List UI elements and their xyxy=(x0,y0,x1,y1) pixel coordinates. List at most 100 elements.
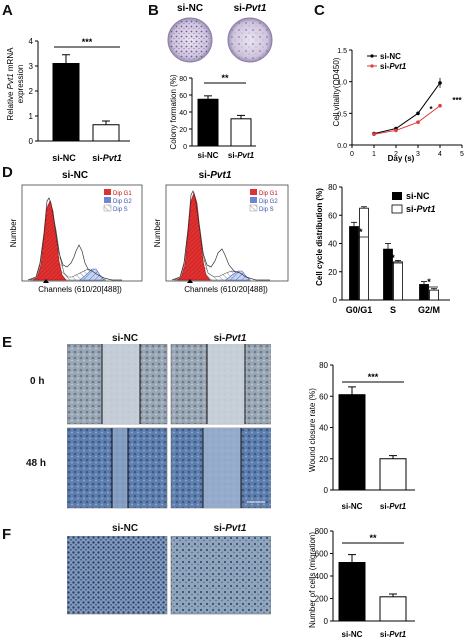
panel-a-ytick-label-0: 0 xyxy=(29,137,34,146)
panel-a-ytick-label-4: 4 xyxy=(29,37,34,46)
hist-legend-swatch-g2 xyxy=(104,197,111,203)
panel-a-ylabel-2: expression xyxy=(16,65,25,104)
panel-c-point-1-1 xyxy=(394,128,398,133)
hist-marker-pvt xyxy=(187,279,193,283)
panel-b-ytick-label-0: 0 xyxy=(183,144,187,151)
panel-label-e: E xyxy=(2,334,13,351)
panel-f-bar-0 xyxy=(338,562,366,622)
wound-gap-48h-pvt xyxy=(203,428,241,508)
panel-b-ytick-label-3: 60 xyxy=(179,93,187,100)
sig-stars-b: ** xyxy=(221,73,229,83)
panel-f-col-nc: si-NC xyxy=(111,523,139,534)
panel-f-xtick-nc: si-NC xyxy=(342,630,363,639)
panel-e-ytick-label-1: 20 xyxy=(319,455,328,464)
wound-gap-48h-nc xyxy=(112,428,128,508)
hist-legend-g1-pvt: Dip G1 xyxy=(259,191,278,197)
panel-c-point-1-2 xyxy=(416,120,420,124)
hist-xlabel-nc: Channels (610/20[488]) xyxy=(38,285,122,294)
colonies-nc xyxy=(169,19,211,61)
sig-stars-a: *** xyxy=(82,37,93,47)
panel-d-bar-1-1 xyxy=(393,261,403,301)
panel-a-bar-0 xyxy=(52,63,80,142)
panel-e-ytick-label-4: 80 xyxy=(319,361,328,370)
panel-c-ytick-label-1: 0.5 xyxy=(337,111,347,118)
wound-gap-0h-pvt xyxy=(207,344,245,424)
hist-envelope-pvt xyxy=(171,190,270,281)
hist-xlabel-pvt: Channels (610/20[488]) xyxy=(184,285,268,294)
panel-e-row-48h: 48 h xyxy=(26,458,47,469)
panel-f-col-pvt: si-Pvt1 xyxy=(213,523,247,534)
panel-d-category-2: G2/M xyxy=(418,305,440,315)
panel-b-ylabel: Colony formation (%) xyxy=(169,74,178,149)
colonies-pvt xyxy=(229,19,271,61)
panel-a-ytick-label-2: 2 xyxy=(29,87,34,96)
panel-e-xtick-pvt: si-Pvt1 xyxy=(380,502,407,511)
panel-c-xtick-label-3: 3 xyxy=(416,151,420,158)
wound-gap-0h-nc xyxy=(102,344,140,424)
panel-a-bar-1 xyxy=(92,124,120,142)
panel-c-xtick-label-1: 1 xyxy=(372,151,376,158)
panel-b-xtick-pvt: si-Pvt1 xyxy=(228,151,255,160)
panel-e-ytick-label-0: 0 xyxy=(324,486,329,495)
panel-f-images xyxy=(67,536,271,615)
panel-a-ytick-label-3: 3 xyxy=(29,62,34,71)
hist-envelope-nc xyxy=(27,197,122,281)
panel-b-ytick-label-2: 40 xyxy=(179,110,187,117)
panel-e-ytick-label-2: 40 xyxy=(319,424,328,433)
legend-label-pvt-c: si-Pvt1 xyxy=(380,62,407,71)
panel-c-legend: si-NC si-Pvt1 xyxy=(367,52,407,71)
panel-c-point-1-0 xyxy=(372,132,376,137)
panel-d-category-0: G0/G1 xyxy=(346,305,373,315)
panel-label-c: C xyxy=(314,2,325,19)
panel-b-dishes: si-NC si-Pvt1 xyxy=(167,3,273,63)
panel-b-ytick-label-4: 80 xyxy=(179,76,187,83)
panel-d-ytick-label-3: 60 xyxy=(328,211,337,220)
legend-swatch-pvt-d xyxy=(391,204,403,214)
panel-label-b: B xyxy=(148,2,159,19)
dish-label-nc: si-NC xyxy=(177,3,203,14)
panel-e-images xyxy=(67,344,271,509)
panel-f-ytick-label-0: 0 xyxy=(324,617,329,626)
panel-c-ytick-label-3: 1.5 xyxy=(337,48,347,55)
panel-d-chart: Cell cycle distribution (%) 0 20 40 60 80 G0/… xyxy=(315,183,450,315)
migration-img-pvt xyxy=(170,536,271,615)
panel-b-bar-0 xyxy=(197,98,219,147)
sig-stars-e: *** xyxy=(368,372,379,382)
panel-d-legend: si-NC si-Pvt1 xyxy=(391,191,436,214)
panel-d-histograms: si-NC Dip G1 Dip G2 Dip S Number Channel… xyxy=(9,170,289,294)
sig-c-1: * xyxy=(429,105,433,114)
panel-f-ytick-label-3: 600 xyxy=(315,550,329,559)
panel-e-xtick-nc: si-NC xyxy=(342,502,363,511)
hist-title-nc: si-NC xyxy=(62,170,88,181)
panel-c-ytick-label-0: 0.0 xyxy=(337,143,347,150)
hist-legend-nc: Dip G1 Dip G2 Dip S xyxy=(103,189,132,213)
panel-d-bar-0-0 xyxy=(349,226,359,301)
hist-legend-swatch-s-pvt xyxy=(249,204,258,212)
panel-c-chart: Cell vitality(OD450) 0.00.51.01.50 1 2 3 4 5 … xyxy=(332,48,464,163)
hist-legend-swatch-g1-pvt xyxy=(250,189,257,195)
sig-stars-d3: * xyxy=(427,277,431,287)
panel-c-ytick-label-2: 1.0 xyxy=(337,80,347,87)
panel-c-xtick-label-0: 0 xyxy=(350,151,354,158)
panel-d-bar-2-1 xyxy=(429,289,439,301)
panel-a-xtick-pvt: si-Pvt1 xyxy=(92,153,122,163)
dish-label-pvt: si-Pvt1 xyxy=(234,3,267,14)
panel-c-xtick-label-4: 4 xyxy=(438,151,442,158)
hist-ylabel-nc: Number xyxy=(9,218,18,247)
hist-g2-nc xyxy=(79,268,105,281)
hist-legend-g2: Dip G2 xyxy=(113,199,132,205)
hist-legend-s: Dip S xyxy=(113,207,128,213)
panel-d-ytick-label-2: 40 xyxy=(328,240,337,249)
sig-stars-f: ** xyxy=(369,533,377,543)
legend-label-nc-d: si-NC xyxy=(406,191,430,201)
hist-legend-g1: Dip G1 xyxy=(113,191,132,197)
legend-label-nc-c: si-NC xyxy=(380,52,401,61)
hist-legend-s-pvt: Dip S xyxy=(259,207,274,213)
legend-label-pvt-d: si-Pvt1 xyxy=(406,204,436,214)
panel-e-ytick-label-3: 60 xyxy=(319,392,328,401)
panel-d-category-1: S xyxy=(390,305,396,315)
panel-label-a: A xyxy=(2,2,13,19)
migration-img-nc xyxy=(67,536,168,615)
panel-c-xtick-label-2: 2 xyxy=(394,151,398,158)
